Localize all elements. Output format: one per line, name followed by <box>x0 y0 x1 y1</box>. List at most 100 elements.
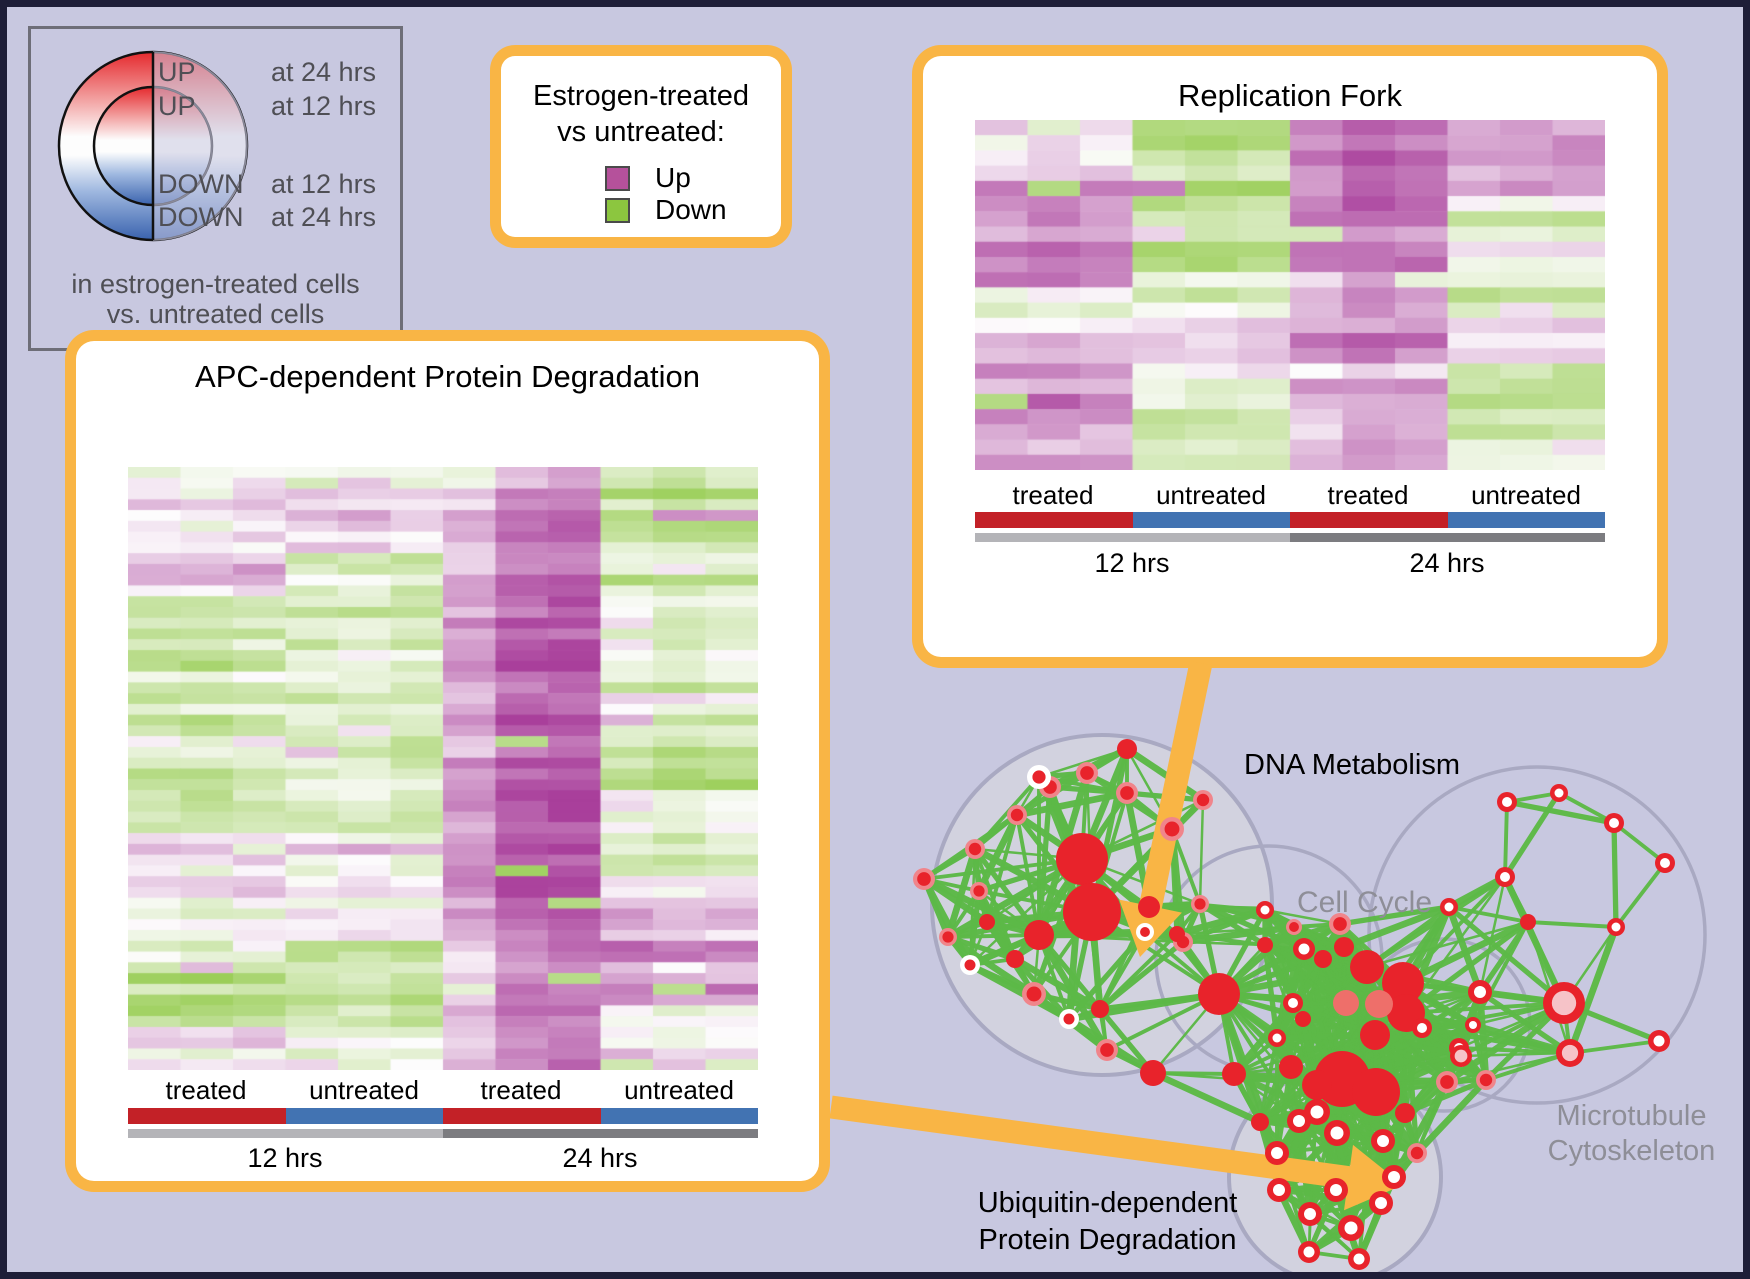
network-edge <box>1287 1063 1341 1137</box>
network-edge <box>1291 957 1325 1005</box>
network-edge <box>1175 932 1267 947</box>
network-node-ring <box>1454 1043 1464 1053</box>
network-edge <box>1257 1118 1302 1125</box>
network-edge <box>1307 1212 1312 1254</box>
network-edge <box>922 847 977 881</box>
apc-24hr-graybar <box>443 1129 758 1138</box>
network-edge <box>1443 1021 1477 1086</box>
network-edge <box>1339 989 1483 1082</box>
network-edge <box>967 962 1037 997</box>
network-edge <box>1300 945 1350 1007</box>
network-node-solid <box>1350 950 1384 984</box>
network-node-ring <box>1371 1129 1395 1153</box>
network-edge <box>1263 943 1369 969</box>
network-node-whitehalo <box>1059 1009 1079 1029</box>
network-edge <box>1343 1000 1409 1016</box>
network-edge <box>1335 1111 1407 1135</box>
network-edge <box>1289 981 1405 1069</box>
network-node-solid <box>1222 1062 1246 1086</box>
network-edge <box>1014 812 1095 915</box>
network-node-solid <box>1169 926 1185 942</box>
network-edge <box>1313 955 1327 1089</box>
fork-group-label-untreated-24: untreated <box>1471 480 1581 510</box>
network-node-ring <box>1417 1023 1427 1033</box>
fork-24hr-graybar <box>1290 533 1605 542</box>
network-node-halo <box>1164 821 1180 837</box>
network-edge <box>1275 1131 1339 1155</box>
network-edge <box>1335 1011 1408 1135</box>
network-edge <box>1275 945 1346 1040</box>
network-edge <box>1276 1076 1345 1193</box>
network-edge <box>1036 901 1203 938</box>
network-edge <box>1340 943 1407 987</box>
network-edge <box>1098 930 1147 1011</box>
network-edge <box>1299 1015 1380 1096</box>
network-edge <box>1013 957 1036 996</box>
network-node-halo <box>1436 1071 1458 1093</box>
network-edge <box>1297 1017 1305 1123</box>
network-edge <box>1307 1083 1319 1254</box>
network-edge <box>1084 770 1175 832</box>
network-edge <box>1338 1075 1409 1117</box>
network-edge <box>1231 1071 1280 1156</box>
network-edge <box>1373 1022 1476 1095</box>
network-edge <box>1275 1011 1408 1040</box>
network-edge <box>1035 773 1086 863</box>
network-edge <box>1030 990 1111 1054</box>
network-edge <box>1179 923 1298 946</box>
network-edge <box>1501 873 1568 1007</box>
network-edge <box>1090 910 1109 1052</box>
network-edge <box>1458 989 1483 1059</box>
network-node-ring <box>1550 784 1568 802</box>
network-edge <box>1315 1077 1344 1087</box>
network-edge <box>1340 1001 1348 1081</box>
fork-12hr-graybar <box>975 533 1290 542</box>
network-edge <box>1340 1077 1385 1143</box>
network-edge <box>1505 791 1561 804</box>
network-edge <box>1420 1023 1475 1030</box>
network-node-halo <box>1010 808 1024 822</box>
network-edge <box>1289 1017 1305 1069</box>
network-edge <box>1290 923 1308 953</box>
fork-heatmap <box>975 120 1605 470</box>
network-edge <box>1372 1052 1465 1096</box>
network-edge <box>1377 1002 1461 1050</box>
network-edge <box>1289 1065 1378 1094</box>
network-edge <box>1080 857 1202 906</box>
network-edge <box>1046 783 1096 916</box>
network-edge <box>973 775 1041 851</box>
network-edge <box>1288 964 1370 1070</box>
network-edge <box>1374 981 1405 1094</box>
network-edge <box>1012 956 1072 1022</box>
network-node-ring <box>1388 1171 1400 1183</box>
network-edge <box>1037 747 1129 779</box>
network-edge <box>1274 1118 1302 1156</box>
network-edge <box>1415 1054 1463 1155</box>
network-edge <box>1334 1033 1377 1192</box>
network-edge <box>1273 1108 1321 1157</box>
network-node-ring <box>1283 993 1303 1013</box>
network-edge <box>1377 1002 1419 1155</box>
network-edge <box>1502 874 1531 925</box>
network-edge <box>1263 943 1377 1037</box>
network-edge <box>1373 1089 1397 1180</box>
network-edge <box>1291 924 1326 962</box>
network-edge <box>1373 1023 1475 1037</box>
network-edge <box>1557 791 1616 825</box>
network-edge <box>1263 943 1295 1005</box>
network-edge <box>1277 1175 1396 1192</box>
color-key-title-1: Estrogen-treated <box>532 80 749 112</box>
network-edge <box>973 847 1017 961</box>
network-edge <box>1471 1001 1566 1027</box>
inner-circle-right-outline <box>153 86 213 206</box>
network-edge <box>1375 1000 1426 1032</box>
network-edge <box>1217 992 1295 1005</box>
network-edge <box>1459 1023 1475 1058</box>
network-edge <box>1297 1119 1338 1192</box>
network-edge <box>1257 1016 1306 1125</box>
network-edge <box>1313 1024 1426 1089</box>
network-node-pale <box>1561 1044 1579 1062</box>
network-edge <box>1315 1001 1348 1114</box>
network-edge <box>1399 979 1465 1060</box>
network-edge <box>1614 861 1667 929</box>
